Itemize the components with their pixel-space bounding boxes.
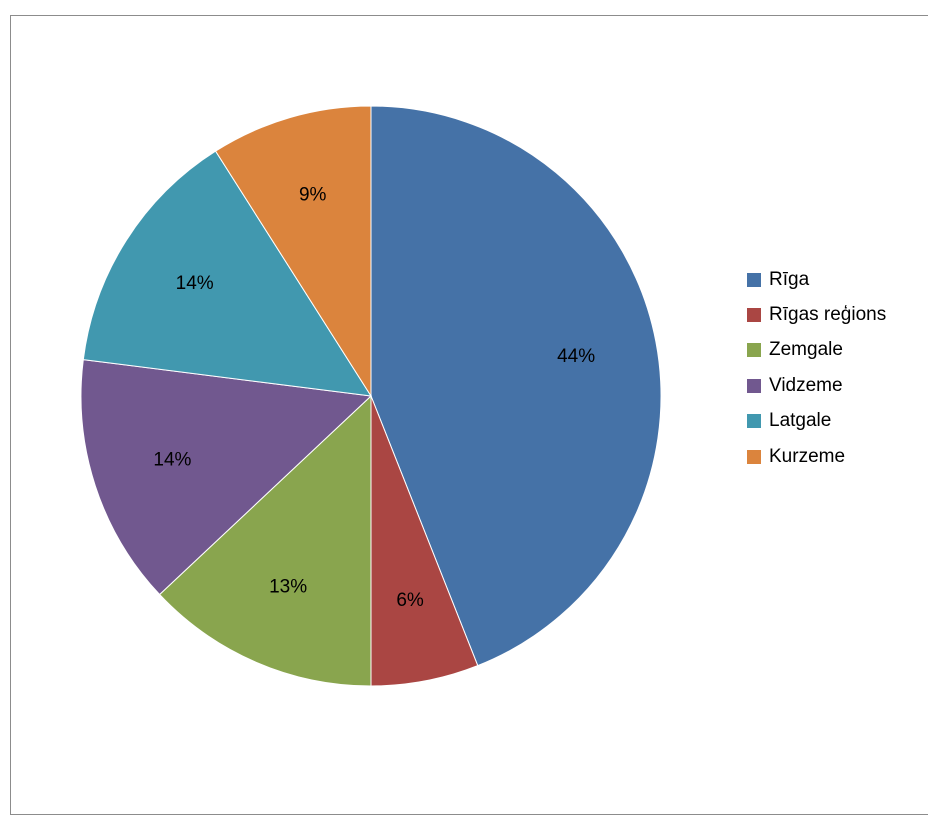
slice-label-2: 13% (269, 577, 307, 598)
legend-label-1: Rīgas reģions (769, 304, 887, 326)
pie-slice-2 (158, 394, 372, 687)
legend-swatch-2 (747, 343, 761, 358)
legend-item-4: Latgale (747, 404, 886, 439)
pie-slice-5 (214, 105, 372, 398)
slice-label-4: 14% (176, 273, 214, 294)
legend-item-0: Rīga (747, 262, 886, 297)
slice-label-1: 6% (396, 590, 424, 611)
pie-chart: 44% 6% 13% 14% 14% 9% (80, 105, 662, 687)
slice-label-5: 9% (299, 185, 327, 206)
pie-slice-4 (82, 150, 372, 397)
legend-swatch-5 (747, 449, 761, 464)
legend-item-1: Rīgas reģions (747, 297, 886, 332)
legend-item-3: Vidzeme (747, 368, 886, 403)
legend-label-3: Vidzeme (769, 374, 843, 396)
legend-label-0: Rīga (769, 268, 810, 290)
slice-label-3: 14% (153, 450, 191, 471)
pie-slice-3 (80, 359, 373, 596)
pie-slice-0 (370, 105, 662, 667)
legend-swatch-3 (747, 378, 761, 393)
legend-label-5: Kurzeme (769, 445, 846, 467)
legend-swatch-0 (747, 272, 761, 287)
legend-swatch-1 (747, 308, 761, 323)
legend: Rīga Rīgas reģions Zemgale Vidzeme Latgale Ku… (747, 262, 886, 474)
legend-item-5: Kurzeme (747, 439, 886, 474)
slice-label-0: 44% (557, 346, 595, 367)
legend-label-4: Latgale (769, 410, 832, 432)
legend-label-2: Zemgale (769, 339, 843, 361)
legend-swatch-4 (747, 414, 761, 429)
legend-item-2: Zemgale (747, 333, 886, 368)
